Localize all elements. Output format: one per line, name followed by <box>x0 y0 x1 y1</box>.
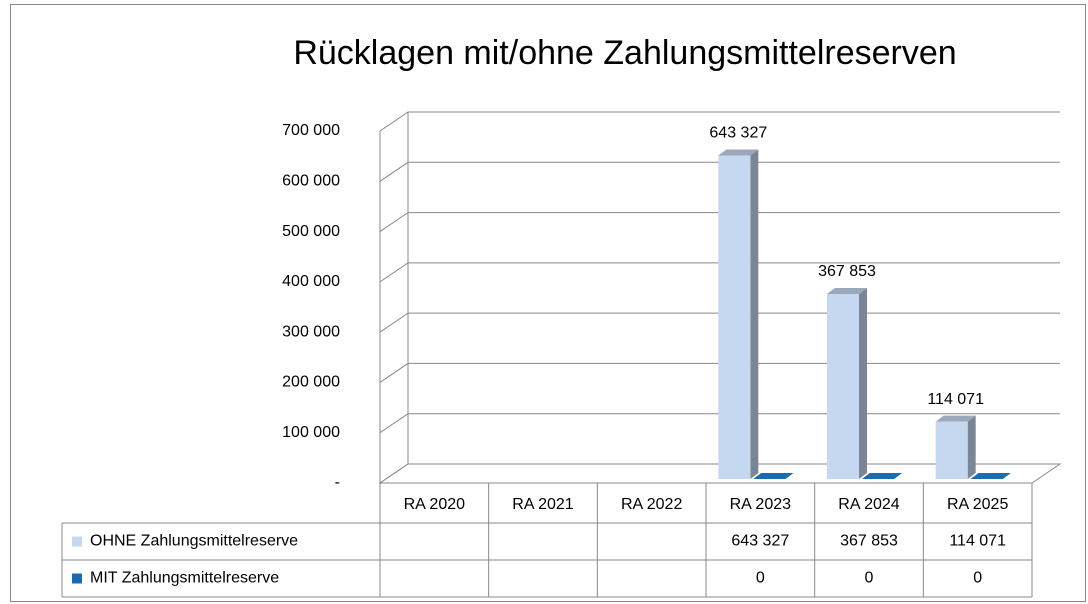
bar <box>827 288 867 479</box>
y-tick-label: 600 000 <box>282 173 340 190</box>
y-tick-label: 400 000 <box>282 273 340 290</box>
bar-side <box>750 149 759 480</box>
grid-line <box>379 111 1060 132</box>
y-tick-label: 500 000 <box>282 223 340 240</box>
data-label: 367 853 <box>818 263 876 280</box>
table-cell: 367 853 <box>840 533 898 550</box>
y-tick-label: 100 000 <box>282 424 340 441</box>
bar <box>718 149 759 480</box>
bar <box>970 473 1011 479</box>
grid-line <box>379 212 1060 232</box>
table-cell: 114 071 <box>949 533 1006 550</box>
bar <box>862 473 902 479</box>
chart-frame <box>10 4 1086 602</box>
bar-side <box>859 288 867 479</box>
x-tick-label: RA 2024 <box>838 496 899 513</box>
x-tick-label: RA 2025 <box>947 496 1008 513</box>
bar-side <box>967 415 976 479</box>
legend-label: MIT Zahlungsmittelreserve <box>90 570 279 587</box>
y-tick-label: 700 000 <box>282 122 340 139</box>
bar <box>935 415 976 479</box>
x-tick-label: RA 2023 <box>730 496 791 513</box>
y-tick-label: 200 000 <box>282 374 340 391</box>
chart-title: Rücklagen mit/ohne Zahlungsmittelreserve… <box>293 34 956 72</box>
x-tick-label: RA 2021 <box>512 496 573 513</box>
legend-swatch <box>72 536 82 547</box>
data-label: 114 071 <box>927 391 984 408</box>
bar-front <box>718 155 751 480</box>
bar-flat <box>862 473 902 479</box>
bar-top <box>718 149 759 156</box>
y-tick-label: 300 000 <box>282 323 340 340</box>
data-label: 643 327 <box>709 125 767 142</box>
bar-top <box>827 288 867 295</box>
bar-front <box>827 294 859 479</box>
table-cell: 0 <box>865 570 874 587</box>
bar <box>753 473 794 479</box>
x-tick-label: RA 2020 <box>404 496 465 513</box>
table-cell: 643 327 <box>731 533 789 550</box>
bar-flat <box>970 473 1011 479</box>
bar-top <box>935 415 976 422</box>
grid-line <box>379 161 1060 182</box>
bar-front <box>935 421 968 479</box>
table-cell: 0 <box>756 570 765 587</box>
y-tick-label: - <box>335 474 340 491</box>
grid-line <box>379 262 1060 283</box>
x-tick-label: RA 2022 <box>621 496 682 513</box>
table-cell: 0 <box>973 570 982 587</box>
legend-swatch <box>72 573 82 584</box>
bar-flat <box>753 473 794 479</box>
legend-label: OHNE Zahlungsmittelreserve <box>90 533 298 550</box>
